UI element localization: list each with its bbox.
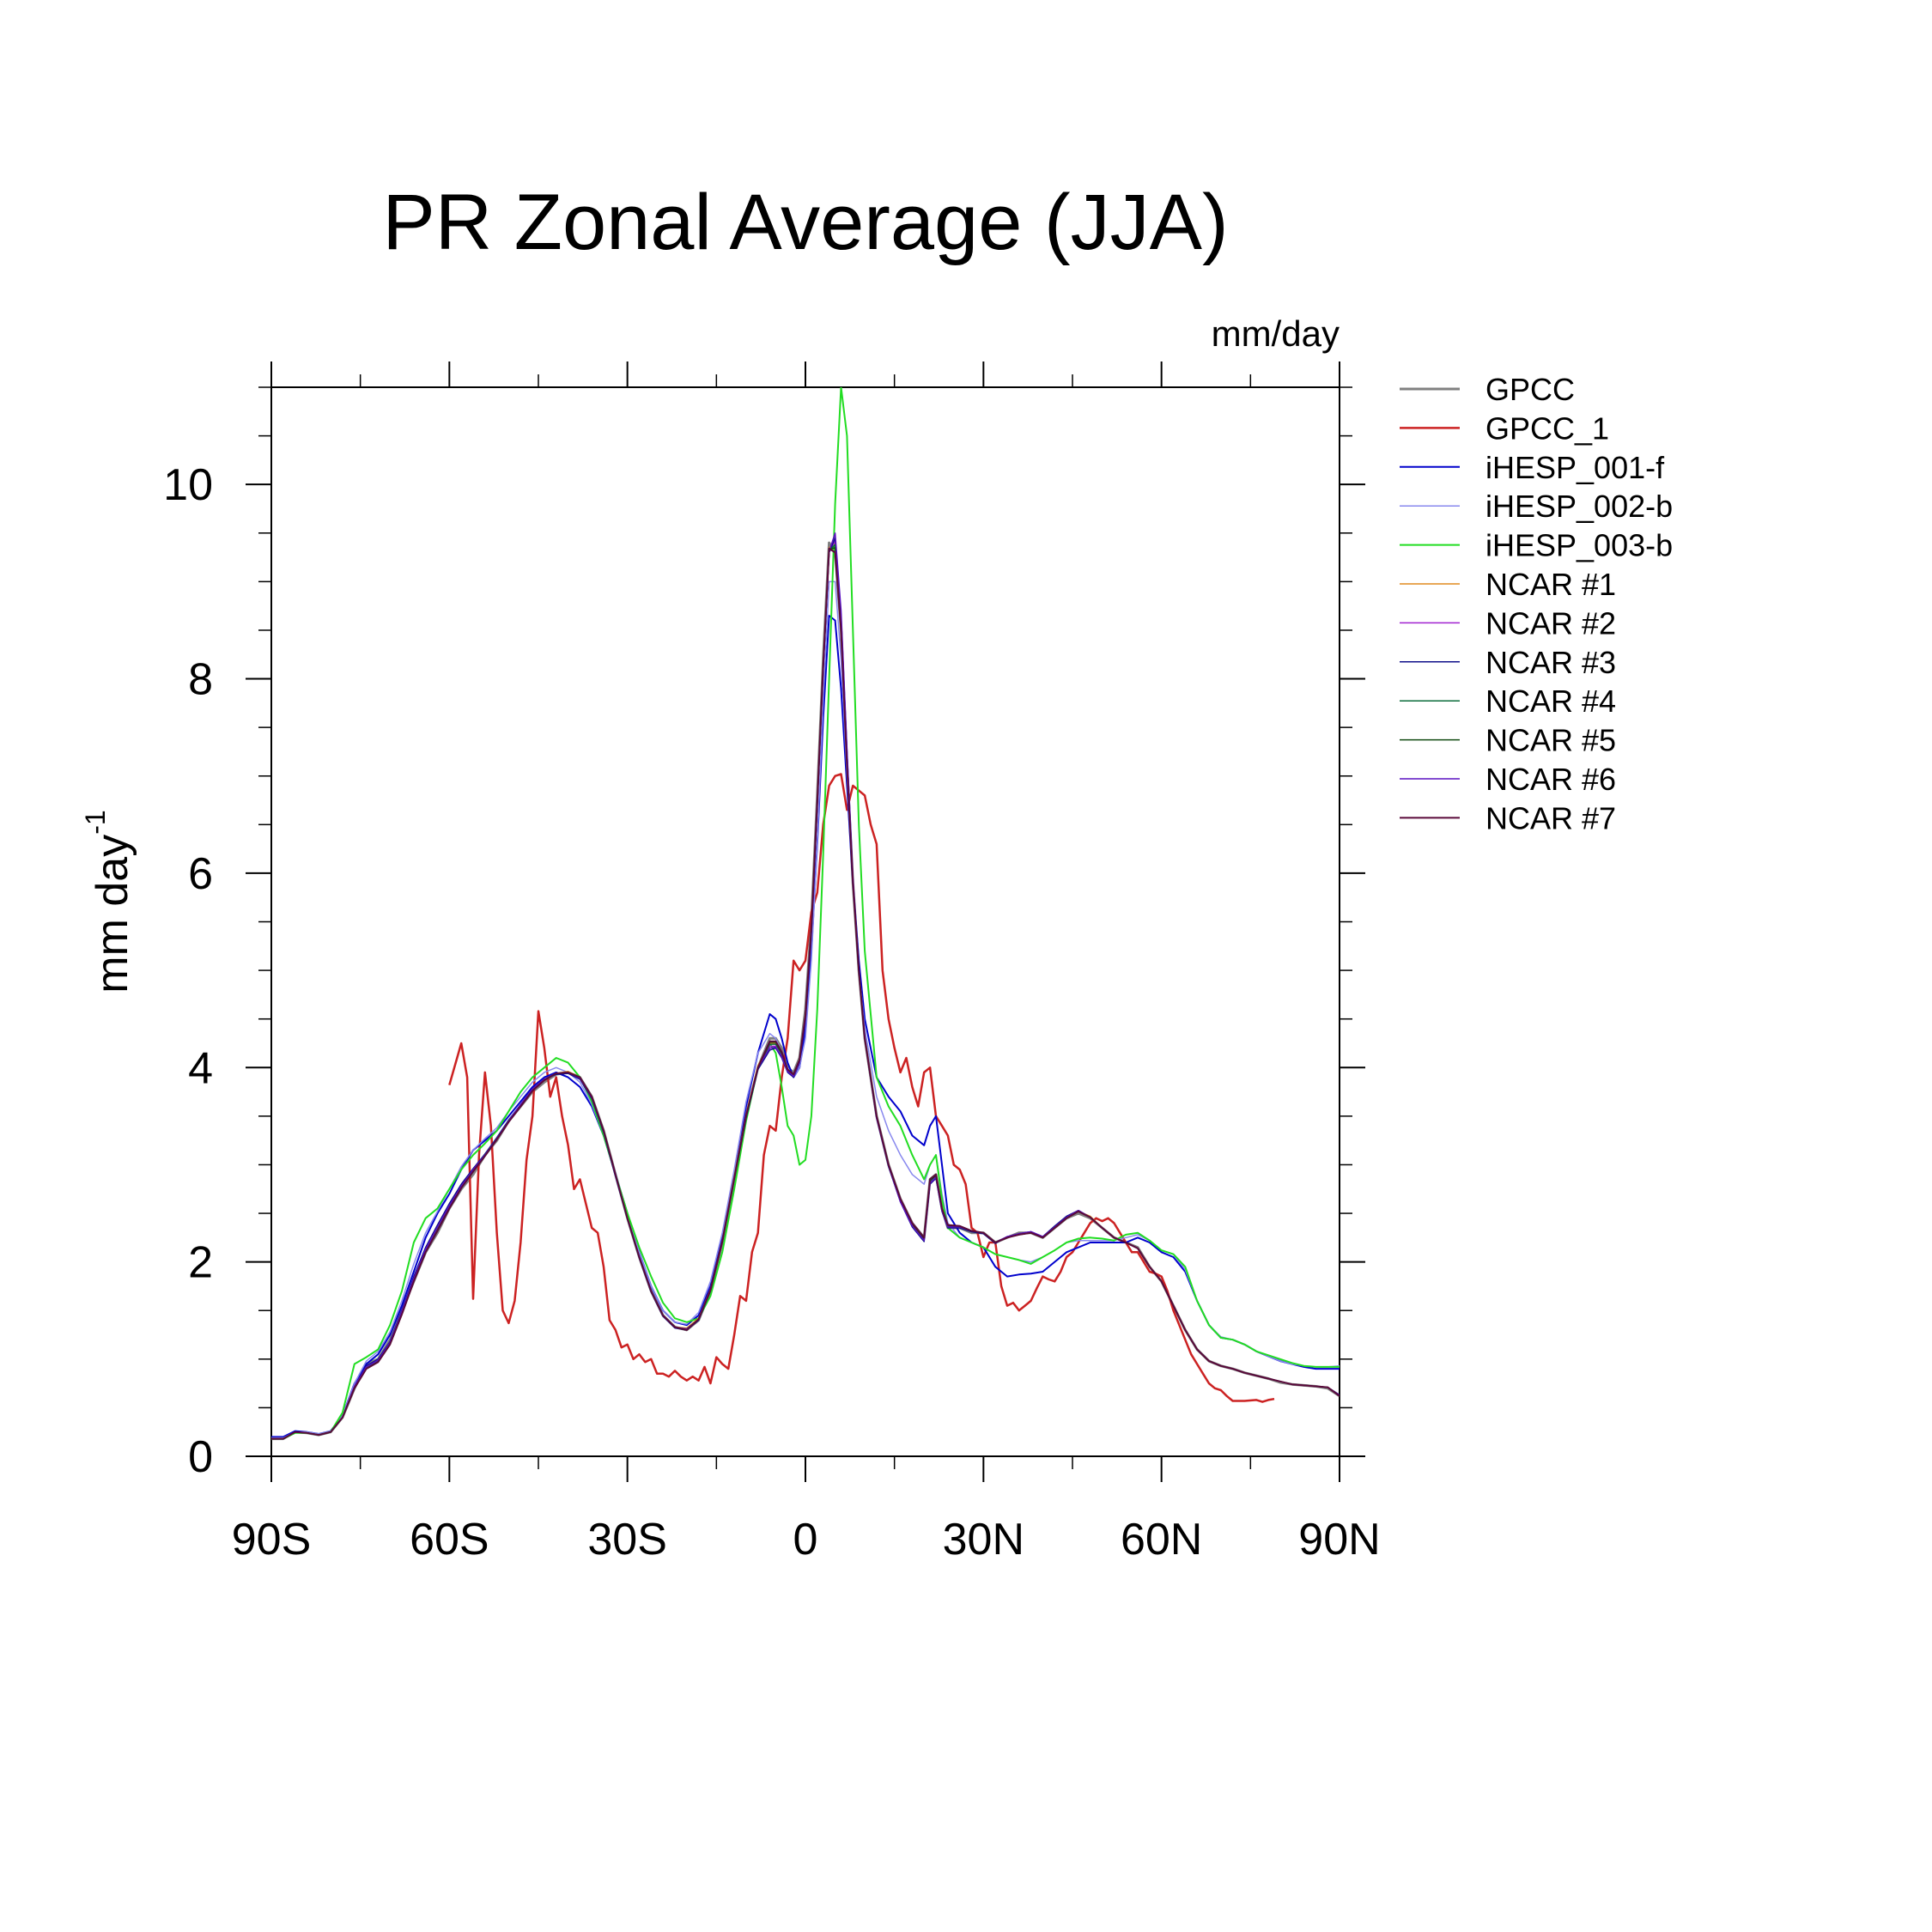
axis-ticks — [246, 361, 1365, 1482]
series-line-ihesp-002-b — [271, 580, 1340, 1439]
legend-item-ncar-3: NCAR #3 — [1400, 645, 1616, 680]
legend-item-ncar-5: NCAR #5 — [1400, 723, 1616, 758]
legend-label: iHESP_001-f — [1485, 450, 1665, 485]
series-line-gpcc-1 — [448, 773, 1275, 1403]
legend-item-ncar-7: NCAR #7 — [1400, 800, 1616, 835]
legend-item-ncar-1: NCAR #1 — [1400, 567, 1616, 602]
y-axis-label: mm day — [88, 835, 137, 993]
legend-item-ncar-4: NCAR #4 — [1400, 683, 1616, 719]
units-label: mm/day — [1212, 313, 1340, 354]
svg-text:mm day-1: mm day-1 — [80, 810, 137, 993]
x-tick-label: 90N — [1298, 1515, 1380, 1564]
tick-labels: 90S 60S 30S 0 30N 60N 90N 0 2 4 6 8 10 — [163, 460, 1381, 1564]
x-tick-label: 30S — [587, 1515, 667, 1564]
y-tick-label: 8 — [188, 655, 213, 705]
legend-label: NCAR #6 — [1485, 762, 1616, 797]
x-tick-label: 0 — [793, 1515, 818, 1564]
legend-item-gpcc-1: GPCC_1 — [1400, 410, 1609, 446]
plot-frame — [270, 386, 1340, 1457]
x-tick-label: 60N — [1121, 1515, 1202, 1564]
series-line-ihesp-001-f — [271, 615, 1340, 1438]
x-tick-label: 90S — [232, 1515, 312, 1564]
legend-label: NCAR #7 — [1485, 800, 1616, 835]
legend-label: GPCC — [1485, 372, 1575, 407]
legend-label: NCAR #5 — [1485, 723, 1616, 758]
series-line-ihesp-003-b — [271, 387, 1340, 1440]
legend-label: NCAR #1 — [1485, 567, 1616, 602]
legend-item-ihesp-001-f: iHESP_001-f — [1400, 450, 1665, 485]
legend-label: GPCC_1 — [1485, 410, 1609, 446]
x-tick-label: 60S — [410, 1515, 489, 1564]
y-axis-label-exponent: -1 — [80, 810, 111, 834]
legend-label: NCAR #4 — [1485, 683, 1616, 719]
legend-label: iHESP_003-b — [1485, 528, 1673, 563]
legend-label: NCAR #3 — [1485, 645, 1616, 680]
y-tick-label: 10 — [163, 460, 213, 510]
y-axis-title: mm day-1 — [80, 810, 137, 993]
legend-item-ihesp-003-b: iHESP_003-b — [1400, 528, 1673, 563]
y-tick-label: 6 — [188, 849, 213, 899]
legend-item-ncar-6: NCAR #6 — [1400, 762, 1616, 797]
series-lines — [271, 387, 1340, 1441]
legend-label: iHESP_002-b — [1485, 489, 1673, 524]
x-tick-label: 30N — [943, 1515, 1024, 1564]
series-line-ncar-2 — [271, 540, 1340, 1440]
legend-label: NCAR #2 — [1485, 605, 1616, 641]
y-tick-label: 4 — [188, 1043, 213, 1093]
legend-item-ncar-2: NCAR #2 — [1400, 605, 1616, 641]
series-line-ncar-7 — [271, 547, 1340, 1440]
y-tick-label: 0 — [188, 1432, 213, 1482]
chart-title: PR Zonal Average (JJA) — [382, 179, 1228, 266]
legend-item-gpcc: GPCC — [1400, 372, 1575, 407]
series-line-ncar-3 — [271, 537, 1340, 1440]
series-line-ncar-6 — [271, 532, 1340, 1440]
series-line-gpcc — [271, 541, 1340, 1441]
legend-item-ihesp-002-b: iHESP_002-b — [1400, 489, 1673, 524]
y-tick-label: 2 — [188, 1238, 213, 1288]
